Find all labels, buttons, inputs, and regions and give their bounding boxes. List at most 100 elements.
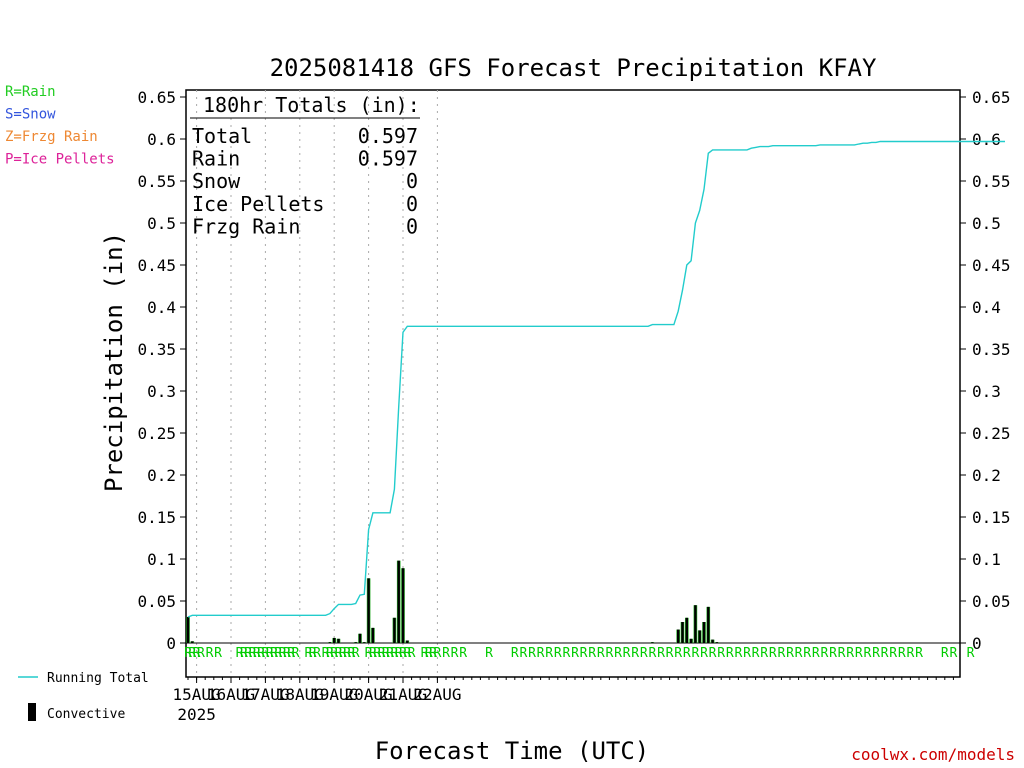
convective-bar (393, 617, 396, 643)
ptype-mark: R (236, 646, 244, 661)
ptype-mark: R (760, 646, 768, 661)
ptype-mark: R (343, 646, 351, 661)
ptype-mark: R (249, 646, 257, 661)
ptype-mark: R (386, 646, 394, 661)
totals-box: 180hr Totals (in): Total 0.597 Rain 0.597 Sn… (190, 93, 420, 238)
ptype-mark: R (872, 646, 880, 661)
ptype-mark: R (863, 646, 871, 661)
y-tick-label: 0.2 (147, 466, 176, 485)
totals-header: 180hr Totals (in): (203, 93, 420, 117)
ptype-mark: R (240, 646, 248, 661)
convective-bar (715, 642, 719, 643)
ptype-mark: R (700, 646, 708, 661)
ptype-mark: R (193, 646, 201, 661)
ptype-mark: R (373, 646, 381, 661)
ptype-mark: R (188, 646, 196, 661)
y-axis-right: 0 0.05 0.1 0.15 0.2 0.25 0.3 0.35 0.4 0.45 0.5 0.55… (960, 88, 1011, 653)
y-tick-label: 0.55 (137, 172, 176, 191)
ptype-mark: R (261, 646, 269, 661)
ptype-mark: R (313, 646, 321, 661)
ptype-legend-item: Z=Frzg Rain (5, 129, 98, 145)
ptype-mark: R (292, 646, 300, 661)
convective-bar (681, 622, 684, 643)
credit-text: coolwx.com/models (851, 745, 1015, 764)
ptype-mark: R (257, 646, 265, 661)
x-tick-label: 17AUG (241, 685, 289, 704)
ptype-mark: R (614, 646, 622, 661)
ptype-mark: R (795, 646, 803, 661)
y-tick-label: 0.65 (972, 88, 1011, 107)
y-tick-label: 0.6 (972, 130, 1001, 149)
ptype-mark: R (743, 646, 751, 661)
ptype-mark: R (683, 646, 691, 661)
y-tick-label: 0.15 (972, 508, 1011, 527)
ptype-mark: R (304, 646, 312, 661)
ptype-mark: R (906, 646, 914, 661)
ptype-mark: R (562, 646, 570, 661)
ptype-mark: R (812, 646, 820, 661)
x-tick-label: 19AUG (310, 685, 358, 704)
ptype-mark: R (309, 646, 317, 661)
ptype-mark: R (197, 646, 205, 661)
ptype-mark: R (244, 646, 252, 661)
y-tick-label: 0.15 (137, 508, 176, 527)
ptype-mark: R (846, 646, 854, 661)
ptype-mark: R (786, 646, 794, 661)
ptype-mark: R (881, 646, 889, 661)
totals-row-label: Total (192, 124, 252, 148)
totals-row-value: 0 (406, 214, 418, 238)
convective-bar (406, 640, 409, 643)
running-total-legend-label: Running Total (47, 671, 149, 686)
convective-bar (677, 629, 680, 643)
ptype-mark: R (270, 646, 278, 661)
ptype-mark: R (777, 646, 785, 661)
ptype-mark: R (829, 646, 837, 661)
y-axis-label: Precipitation (in) (100, 232, 128, 492)
ptype-mark: R (734, 646, 742, 661)
ptype-mark: R (941, 646, 949, 661)
ptype-mark: R (588, 646, 596, 661)
convective-bar (707, 606, 710, 643)
x-year-label: 2025 (177, 705, 216, 724)
ptype-mark: R (429, 646, 437, 661)
ptype-mark: R (485, 646, 493, 661)
convective-bar (702, 622, 706, 643)
convective-bar (367, 578, 370, 643)
ptype-mark: R (335, 646, 343, 661)
ptype-mark: R (640, 646, 648, 661)
ptype-mark: R (769, 646, 777, 661)
convective-bar (694, 605, 697, 643)
ptype-mark: R (605, 646, 613, 661)
y-tick-label: 0.5 (147, 214, 176, 233)
precip-bars (186, 560, 719, 643)
ptype-mark: R (537, 646, 545, 661)
ptype-mark: R (889, 646, 897, 661)
ptype-mark: R (322, 646, 330, 661)
convective-bar (689, 638, 693, 643)
y-tick-label: 0.35 (137, 340, 176, 359)
ptype-mark: R (709, 646, 717, 661)
ptype-mark: R (459, 646, 467, 661)
ptype-mark: R (206, 646, 214, 661)
x-tick-label: 16AUG (207, 685, 255, 704)
ptype-mark: R (399, 646, 407, 661)
ptype-mark: R (511, 646, 519, 661)
y-tick-label: 0.2 (972, 466, 1001, 485)
ptype-mark: R (433, 646, 441, 661)
ptype-mark: R (365, 646, 373, 661)
x-tick-label: 18AUG (276, 685, 324, 704)
ptype-mark: R (442, 646, 450, 661)
ptype-mark: R (421, 646, 429, 661)
x-tick-label: 15AUG (173, 685, 221, 704)
ptype-mark: R (855, 646, 863, 661)
y-tick-label: 0.6 (147, 130, 176, 149)
y-tick-label: 0.25 (137, 424, 176, 443)
ptype-legend-item: P=Ice Pellets (5, 152, 115, 168)
convective-bar (333, 637, 336, 643)
ptype-mark: R (519, 646, 527, 661)
running-total-line (187, 140, 1005, 618)
ptype-mark: R (330, 646, 338, 661)
y-tick-label: 0.45 (972, 256, 1011, 275)
